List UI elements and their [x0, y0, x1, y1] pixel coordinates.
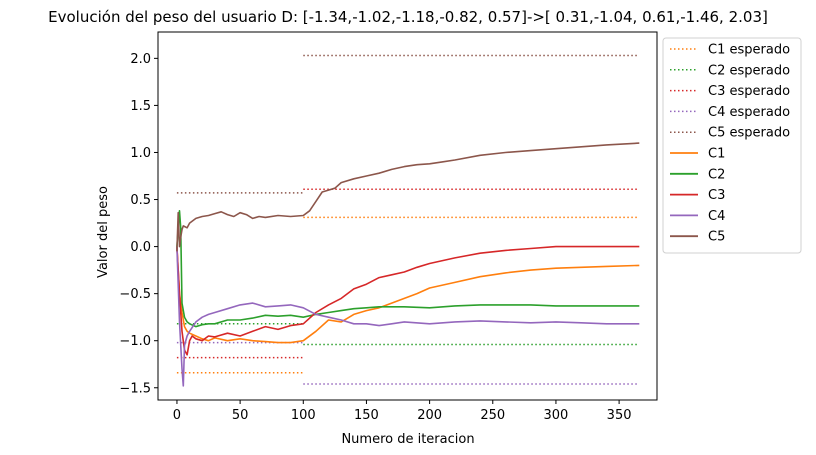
x-tick-label: 0: [173, 408, 181, 423]
x-tick-label: 150: [354, 408, 379, 423]
x-tick-label: 300: [544, 408, 569, 423]
legend-label: C3: [708, 188, 725, 203]
y-tick-label: 0.5: [130, 193, 151, 208]
legend-label: C1: [708, 147, 725, 162]
legend-label: C4 esperado: [708, 105, 790, 120]
series-line-c2: [176, 210, 640, 328]
legend-label: C5: [708, 230, 725, 245]
chart-title: Evolución del peso del usuario D: [-1.34…: [48, 8, 768, 26]
y-axis-label: Valor del peso: [96, 186, 111, 278]
expected-series-1: [176, 216, 640, 374]
series-line-c5: [176, 142, 640, 252]
legend-entry: C2 esperado: [670, 63, 790, 78]
legend-entry: C5 esperado: [670, 126, 790, 141]
y-tick-label: 1.5: [130, 99, 151, 114]
legend-entry: C3 esperado: [670, 84, 790, 99]
legend-label: C3 esperado: [708, 84, 790, 99]
legend-label: C2 esperado: [708, 63, 790, 78]
x-axis-label: Numero de iteracion: [341, 432, 474, 447]
legend-label: C2: [708, 167, 725, 182]
legend-label: C5 esperado: [708, 126, 790, 141]
plot-area: 0 50 100 150 200 250 300 350 −1.5 −1.0 −0.5 0.0 0.5 1…: [119, 31, 658, 423]
series-line-c1: [176, 246, 640, 344]
legend-entry: C1 esperado: [670, 43, 790, 58]
y-tick-label: −1.5: [119, 381, 151, 396]
legend-label: C4: [708, 209, 725, 224]
x-tick-label: 100: [291, 408, 316, 423]
legend-entry: C2: [670, 167, 725, 182]
legend-box: [662, 37, 802, 254]
expected-series-2: [176, 323, 640, 346]
x-tick-label: 350: [607, 408, 632, 423]
x-tick-label: 200: [417, 408, 442, 423]
legend-entry: C1: [670, 147, 725, 162]
x-tick-label: 250: [480, 408, 505, 423]
legend-entry: C3: [670, 188, 725, 203]
legend-label: C1 esperado: [708, 43, 790, 58]
axes-frame: [157, 31, 658, 401]
legend-entry: C4 esperado: [670, 105, 790, 120]
series-line-c4: [176, 246, 640, 387]
x-tick-label: 50: [232, 408, 249, 423]
legend-entry: C5: [670, 230, 725, 245]
legend-entry: C4: [670, 209, 725, 224]
y-tick-label: 1.0: [130, 146, 151, 161]
expected-series-5: [176, 54, 640, 194]
expected-series-4: [176, 341, 640, 385]
y-tick-label: −0.5: [119, 287, 151, 302]
y-tick-label: −1.0: [119, 334, 151, 349]
legend: C1 esperado C2 esperado C3 esperado C4 espe…: [662, 37, 802, 254]
y-tick-label: 0.0: [130, 240, 151, 255]
y-tick-label: 2.0: [130, 52, 151, 67]
series-line-c3: [176, 245, 640, 356]
expected-series-3: [176, 188, 640, 359]
